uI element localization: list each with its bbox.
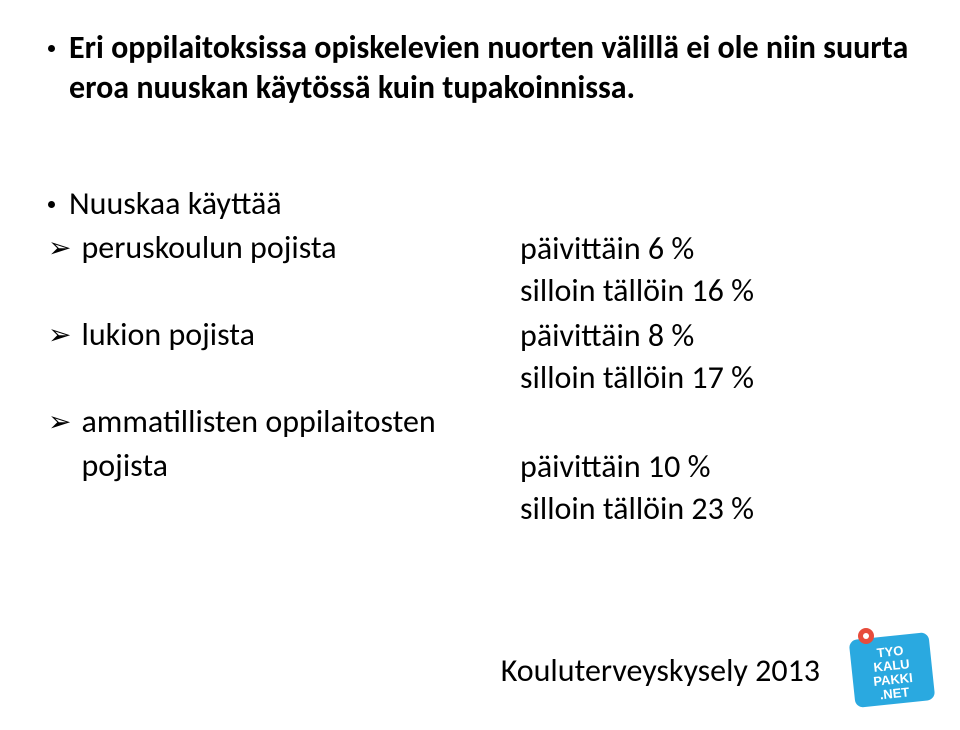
row-label: lukion pojista [81,315,254,355]
arrow-icon: ➢ [48,231,71,265]
row-label-cont: pojista [81,446,168,486]
uses-label: Nuuskaa käyttää [69,184,282,224]
arrow-icon: ➢ [48,405,71,439]
bullet-dot [48,45,55,52]
row-value-daily: päivittäin 10 % [520,446,912,488]
row-label: ammatillisten oppilaitosten [81,402,435,442]
intro-bullet: Eri oppilaitoksissa opiskelevien nuorten… [48,28,912,108]
arrow-icon: ➢ [48,318,71,352]
row-label: peruskoulun pojista [81,228,336,268]
data-row: ➢ ammatillisten oppilaitosten [48,402,912,442]
data-row-continuation: ➢ pojista päivittäin 10 % silloin tällöi… [48,446,912,529]
row-value-sometimes: silloin tällöin 16 % [520,270,912,312]
bullet-dot [48,201,55,208]
row-value-daily: päivittäin 8 % [520,315,912,357]
data-row: ➢ peruskoulun pojista päivittäin 6 % sil… [48,228,912,311]
row-value-daily: päivittäin 6 % [520,228,912,270]
uses-label-row: Nuuskaa käyttää [48,184,912,224]
tyokalupakki-logo: TYO KALU PAKKI .NET [846,618,938,710]
logo-line4: .NET [879,684,910,702]
row-value-sometimes: silloin tällöin 17 % [520,357,912,399]
row-value-sometimes: silloin tällöin 23 % [520,488,912,530]
intro-text: Eri oppilaitoksissa opiskelevien nuorten… [69,28,912,108]
data-row: ➢ lukion pojista päivittäin 8 % silloin … [48,315,912,398]
footer-source: Kouluterveyskysely 2013 [501,651,820,690]
